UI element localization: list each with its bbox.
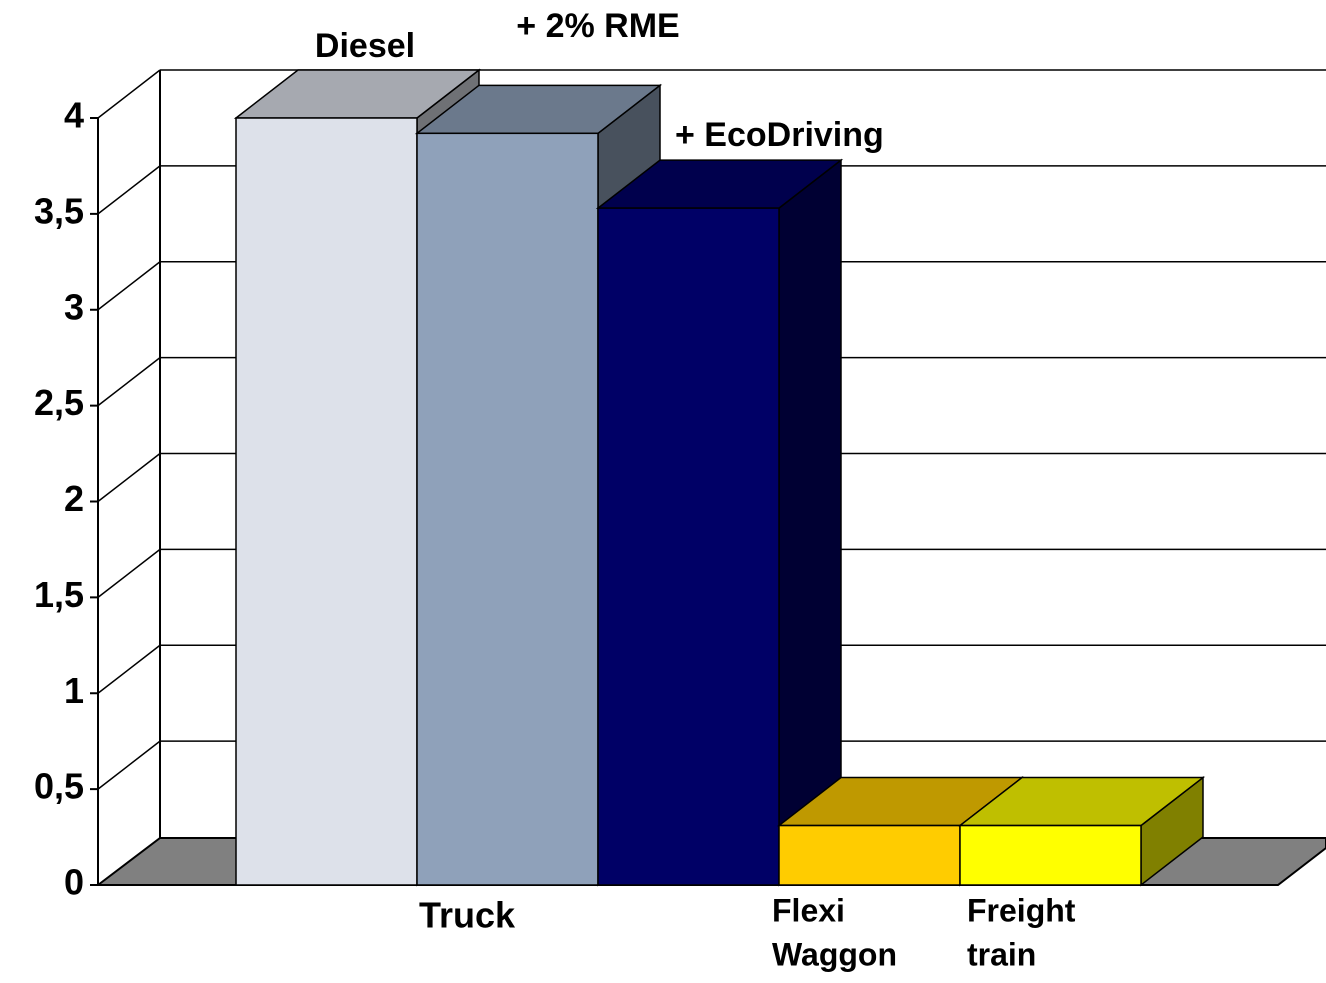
- x-tick-label: train: [967, 936, 1036, 972]
- y-tick-label: 3,5: [34, 190, 84, 231]
- bar-front: [959, 824, 1142, 886]
- y-tick-label: 2,5: [34, 382, 84, 423]
- x-tick-label: Flexi: [772, 892, 845, 928]
- grid-line: [97, 357, 161, 407]
- y-tick-label: 1,5: [34, 574, 84, 615]
- bar-side: [778, 158, 842, 887]
- grid-line: [97, 644, 161, 694]
- bar-front: [416, 132, 599, 886]
- bar: [957, 776, 1206, 887]
- bar: [595, 158, 844, 887]
- bar-front: [778, 824, 961, 886]
- y-tick-label: 2: [64, 478, 84, 519]
- y-tick-label: 4: [64, 95, 84, 136]
- series-label: + 2% RME: [516, 7, 679, 45]
- grid-line: [97, 165, 161, 215]
- grid-line: [97, 548, 161, 598]
- grid-line: [97, 261, 161, 311]
- series-label: Diesel: [315, 27, 415, 65]
- bar-front: [235, 117, 418, 886]
- y-tick-label: 0: [64, 862, 84, 903]
- grid-line: [97, 69, 161, 119]
- y-tick-label: 3: [64, 286, 84, 327]
- x-tick-label: Truck: [419, 895, 516, 936]
- series-label: + EcoDriving: [675, 116, 884, 154]
- x-tick-label: Freight: [967, 892, 1076, 928]
- y-tick-label: 0,5: [34, 766, 84, 807]
- y-tick-label: 1: [64, 670, 84, 711]
- grid-line: [97, 452, 161, 503]
- bar-front: [597, 207, 780, 886]
- x-tick-label: Waggon: [772, 936, 897, 972]
- grid-line: [97, 740, 161, 790]
